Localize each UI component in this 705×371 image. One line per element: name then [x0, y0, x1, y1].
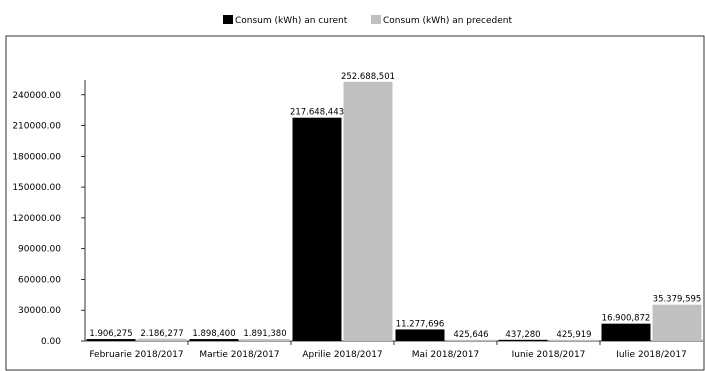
y-tick-label-2: 60000.00 — [18, 275, 61, 285]
y-axis: 0.00 30000.00 60000.00 90000.00 120000.00 150… — [12, 80, 86, 347]
legend-label-0: Consum (kWh) an curent — [235, 16, 348, 26]
x-tick-label-2: Aprilie 2018/2017 — [302, 350, 382, 360]
data-label-s1-c5: 35.379,595 — [653, 295, 702, 305]
data-label-s0-c0: 1.906,275 — [89, 329, 132, 339]
data-label-s0-c5: 16.900,872 — [602, 314, 651, 324]
data-label-s1-c2: 252.688,501 — [341, 72, 395, 82]
legend: Consum (kWh) an curent Consum (kWh) an pr… — [223, 15, 512, 26]
y-tick-label-1: 30000.00 — [18, 306, 61, 316]
x-tick-label-0: Februarie 2018/2017 — [89, 350, 183, 360]
bar-s0-c5 — [601, 323, 651, 341]
data-label-s0-c1: 1.898,400 — [192, 329, 235, 339]
bar-s1-c5 — [652, 304, 702, 341]
data-labels: 1.906,275 2.186,277 1.898,400 1.891,380 217.… — [89, 72, 701, 340]
data-label-s1-c1: 1.891,380 — [243, 329, 286, 339]
y-tick-label-6: 180000.00 — [12, 152, 61, 162]
bars — [86, 81, 702, 341]
y-tick-label-5: 150000.00 — [12, 183, 61, 193]
bar-s1-c0 — [137, 338, 187, 341]
data-label-s0-c4: 437,280 — [505, 330, 540, 340]
bar-s0-c1 — [189, 339, 239, 341]
bar-s1-c1 — [240, 339, 290, 341]
bar-s0-c3 — [395, 329, 445, 341]
legend-label-1: Consum (kWh) an precedent — [383, 16, 512, 26]
x-tick-label-4: Iunie 2018/2017 — [512, 350, 586, 360]
bar-s0-c4 — [498, 339, 548, 341]
y-tick-label-0: 0.00 — [41, 337, 61, 347]
x-tick-label-1: Martie 2018/2017 — [199, 350, 279, 360]
x-tick-label-3: Mai 2018/2017 — [412, 350, 479, 360]
plot-frame — [5, 35, 705, 371]
data-label-s0-c3: 11.277,696 — [396, 319, 445, 329]
y-tick-label-3: 90000.00 — [18, 245, 61, 255]
x-tick-label-5: Iulie 2018/2017 — [616, 350, 687, 360]
bar-s1-c4 — [549, 339, 599, 341]
y-tick-label-8: 240000.00 — [12, 91, 61, 101]
bar-s1-c3 — [446, 339, 496, 341]
y-tick-label-7: 210000.00 — [12, 122, 61, 132]
legend-swatch-1 — [371, 15, 381, 24]
data-label-s1-c0: 2.186,277 — [140, 329, 183, 339]
data-label-s1-c3: 425,646 — [453, 330, 488, 340]
x-axis: Februarie 2018/2017 Martie 2018/2017 April… — [85, 340, 703, 360]
legend-swatch-0 — [223, 15, 233, 24]
bar-s0-c0 — [86, 339, 136, 341]
data-label-s0-c2: 217.648,443 — [290, 108, 344, 118]
bar-s1-c2 — [343, 81, 393, 341]
data-label-s1-c4: 425,919 — [556, 330, 591, 340]
bar-s0-c2 — [292, 117, 342, 341]
y-tick-label-4: 120000.00 — [12, 214, 61, 224]
